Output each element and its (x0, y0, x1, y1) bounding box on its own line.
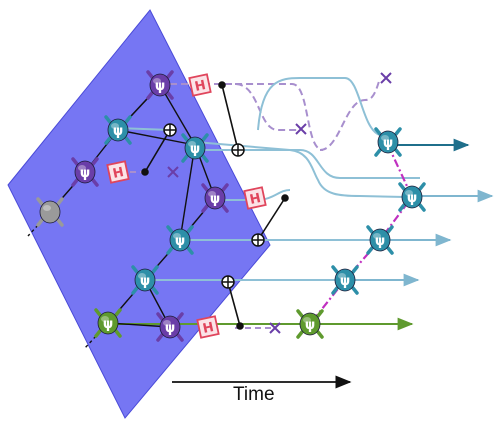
psi-symbol: ψ (113, 124, 123, 139)
x-mark-2 (381, 73, 391, 83)
hadamard-gate-4: H (197, 316, 218, 337)
psi-symbol: ψ (190, 142, 200, 157)
psi-symbol: ψ (210, 192, 220, 207)
photon-node-upper-blue: ψ (106, 117, 130, 143)
photon-node-bottom-purple: ψ (158, 314, 182, 340)
oplus-3 (252, 234, 264, 246)
photon-node-grey (38, 199, 62, 225)
output-node-4: ψ (333, 267, 357, 293)
output-node-5: ψ (298, 311, 322, 337)
oplus-2 (232, 144, 244, 156)
photon-node-lower-blue: ψ (168, 227, 192, 253)
hadamard-gate-1: H (189, 74, 210, 95)
photon-node-top-purple: ψ (148, 72, 172, 98)
output-node-2: ψ (400, 184, 424, 210)
photon-node-low-blue: ψ (133, 267, 157, 293)
psi-symbol: ψ (375, 234, 385, 249)
output-node-1: ψ (376, 129, 400, 155)
photon-node-mid-purple: ψ (203, 185, 227, 211)
psi-symbol: ψ (175, 234, 185, 249)
oplus-1 (164, 124, 176, 136)
psi-symbol: ψ (340, 274, 350, 289)
psi-symbol: ψ (305, 318, 315, 333)
worldline-top-dashed-2 (235, 84, 323, 150)
psi-symbol: ψ (407, 191, 417, 206)
output-arrows (315, 145, 492, 324)
hadamard-gate-2: H (107, 161, 128, 182)
psi-symbol: ψ (140, 274, 150, 289)
worldline-top-dashed-3 (320, 78, 380, 150)
time-axis-label: Time (233, 384, 275, 406)
output-node-3: ψ (368, 227, 392, 253)
hadamard-gate-3: H (244, 187, 265, 208)
psi-symbol: ψ (103, 317, 113, 332)
psi-symbol: ψ (80, 166, 90, 181)
psi-symbol: ψ (383, 136, 393, 151)
x-mark-1 (296, 124, 306, 134)
worldline-upper-cross (258, 78, 392, 140)
photon-node-green: ψ (96, 310, 120, 336)
psi-symbol: ψ (165, 321, 175, 336)
photon-node-mid-blue: ψ (183, 135, 207, 161)
psi-symbol: ψ (155, 79, 165, 94)
oplus-4 (222, 276, 234, 288)
photon-node-left-purple: ψ (73, 159, 97, 185)
